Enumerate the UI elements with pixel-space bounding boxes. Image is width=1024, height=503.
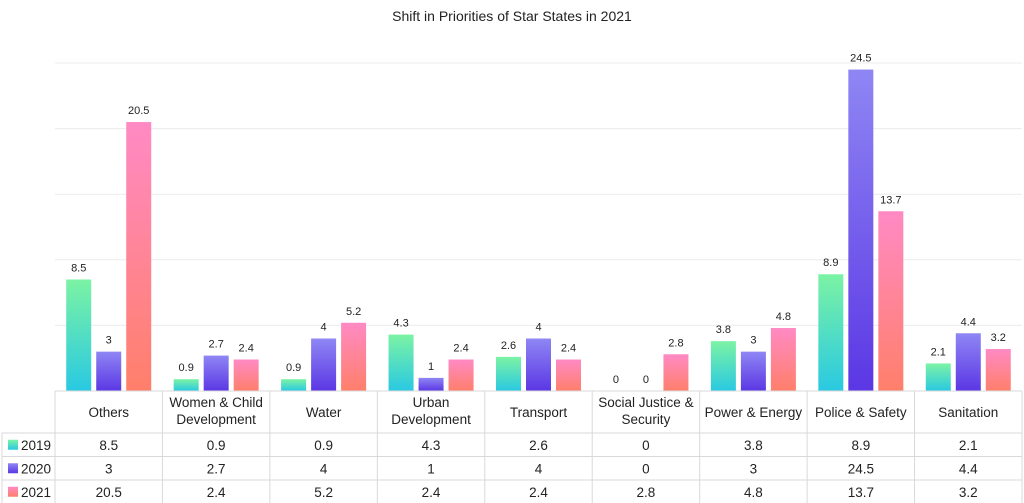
data-label-2019: 2.6 <box>501 340 516 352</box>
bar-2021 <box>878 211 904 391</box>
data-label-2021: 2.4 <box>239 343 254 355</box>
bar-2021 <box>448 359 474 391</box>
table-cell: 5.2 <box>314 485 333 500</box>
bar-2020 <box>203 355 229 391</box>
bar-2020 <box>526 338 551 391</box>
table-cell: 3.2 <box>959 485 978 500</box>
table-cell: 3.8 <box>744 438 763 453</box>
data-label-2021: 3.2 <box>991 332 1006 344</box>
bar-2019 <box>66 279 92 391</box>
table-cell: 2.4 <box>422 485 441 500</box>
table-cell: 20.5 <box>96 485 122 500</box>
table-cell: 4 <box>535 461 543 476</box>
data-label-2020: 1 <box>428 361 434 373</box>
data-label-2019: 0.9 <box>179 362 194 374</box>
table-cell: 2.8 <box>637 485 656 500</box>
legend-label: 2019 <box>21 438 51 453</box>
category-label: Police & Safety <box>815 405 907 420</box>
legend-key-2019 <box>8 439 18 450</box>
bar-2020 <box>955 333 981 391</box>
data-label-2021: 2.4 <box>453 343 468 355</box>
table-cell: 4.8 <box>744 485 763 500</box>
table-cell: 2.4 <box>529 485 548 500</box>
data-label-2019: 8.5 <box>71 262 86 274</box>
table-cell: 0.9 <box>314 438 333 453</box>
data-label-2020: 0 <box>643 374 649 386</box>
bar-2021 <box>663 354 689 391</box>
bar-2021 <box>341 322 367 391</box>
data-label-2019: 4.3 <box>393 318 408 330</box>
bar-2019 <box>818 274 844 391</box>
category-label: Others <box>88 405 129 420</box>
bar-2020 <box>418 377 444 391</box>
legend-key-2021 <box>8 486 18 497</box>
table-cell: 4.4 <box>959 461 978 476</box>
bar-2019 <box>925 363 951 391</box>
category-label: Transport <box>510 405 568 420</box>
data-label-2021: 4.8 <box>776 311 791 323</box>
data-label-2021: 2.4 <box>561 343 576 355</box>
category-label: Sanitation <box>938 405 998 420</box>
category-label: Social Justice & Security <box>598 395 693 427</box>
bar-2021 <box>556 359 581 391</box>
category-label: Power & Energy <box>705 405 803 420</box>
data-label-2019: 3.8 <box>716 324 731 336</box>
data-label-2019: 0 <box>613 374 619 386</box>
bar-2020 <box>311 338 337 391</box>
category-label: Urban Development <box>391 395 471 427</box>
legend-label: 2021 <box>21 485 51 500</box>
data-label-2021: 2.8 <box>668 337 683 349</box>
table-cell: 3 <box>750 461 758 476</box>
data-label-2020: 3 <box>750 335 756 347</box>
category-label: Water <box>306 405 342 420</box>
bar-2019 <box>496 356 521 391</box>
data-label-2019: 8.9 <box>823 257 838 269</box>
bar-2020 <box>740 351 766 391</box>
data-label-2021: 20.5 <box>128 105 149 117</box>
table-cell: 2.4 <box>207 485 226 500</box>
table-cell: 8.9 <box>851 438 870 453</box>
table-cell: 24.5 <box>848 461 874 476</box>
data-label-2020: 4 <box>535 322 541 334</box>
data-label-2019: 2.1 <box>931 346 946 358</box>
bar-2020 <box>96 351 122 391</box>
table-cell: 4 <box>320 461 328 476</box>
table-cell: 8.5 <box>99 438 118 453</box>
table-cell: 0 <box>642 461 650 476</box>
data-label-2020: 4.4 <box>961 316 976 328</box>
bar-2021 <box>985 349 1011 391</box>
data-label-2020: 3 <box>106 335 112 347</box>
bar-2021 <box>233 359 259 391</box>
bar-2019 <box>173 379 199 391</box>
bar-2020 <box>848 69 874 391</box>
data-label-2021: 13.7 <box>880 194 901 206</box>
bar-2021 <box>126 122 152 391</box>
chart-title: Shift in Priorities of Star States in 20… <box>392 8 632 24</box>
table-cell: 4.3 <box>422 438 441 453</box>
data-label-2020: 2.7 <box>209 339 224 351</box>
table-cell: 13.7 <box>848 485 874 500</box>
legend-label: 2020 <box>21 461 51 476</box>
bar-2021 <box>770 328 796 391</box>
bar-2019 <box>710 341 736 391</box>
table-cell: 2.1 <box>959 438 978 453</box>
data-label-2020: 24.5 <box>850 53 871 65</box>
data-label-2021: 5.2 <box>346 306 361 318</box>
data-label-2019: 0.9 <box>286 362 301 374</box>
table-cell: 0 <box>642 438 650 453</box>
table-cell: 3 <box>105 461 113 476</box>
table-cell: 2.6 <box>529 438 548 453</box>
table-cell: 2.7 <box>207 461 226 476</box>
category-label: Women & Child Development <box>169 395 263 427</box>
bar-2019 <box>281 379 307 391</box>
table-cell: 0.9 <box>207 438 226 453</box>
bar-2019 <box>388 334 414 391</box>
table-cell: 1 <box>427 461 435 476</box>
legend-key-2020 <box>8 463 18 474</box>
data-label-2020: 4 <box>321 322 327 334</box>
